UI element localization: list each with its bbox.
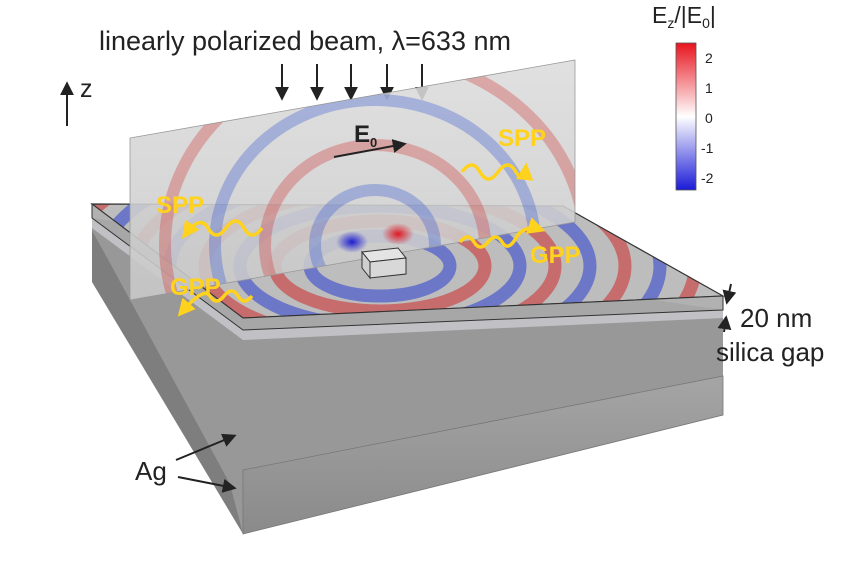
colorbar-tick-1: 1 bbox=[705, 80, 713, 96]
wave-gpp-right: GPP bbox=[458, 217, 581, 269]
colorbar-tick-neg2: -2 bbox=[701, 170, 714, 186]
nanoparticle bbox=[361, 247, 407, 280]
gpp-right-label: GPP bbox=[530, 242, 581, 269]
beam-title: linearly polarized beam, λ=633 nm bbox=[99, 26, 511, 56]
wave-spp-right: SPP bbox=[460, 125, 546, 181]
colorbar-gradient bbox=[675, 42, 697, 191]
colorbar-tick-2: 2 bbox=[705, 50, 713, 66]
gap-label: silica gap bbox=[716, 337, 824, 367]
polarization-arrow bbox=[333, 139, 407, 158]
material-pointer-arrows bbox=[175, 433, 237, 493]
colorbar-label: Ez/|E0| bbox=[652, 2, 716, 31]
polarization-label: E0 bbox=[354, 121, 377, 150]
colorbar-tick-neg1: -1 bbox=[701, 140, 714, 156]
colorbar-tick-0: 0 bbox=[705, 110, 713, 126]
spp-left-label: SPP bbox=[156, 192, 204, 219]
incident-beam-arrows bbox=[275, 64, 429, 101]
wave-gpp-left: GPP bbox=[170, 274, 254, 317]
thickness-label: 20 nm bbox=[740, 303, 812, 333]
spp-right-label: SPP bbox=[498, 125, 546, 152]
wave-spp-left: SPP bbox=[156, 192, 264, 239]
material-label: Ag bbox=[135, 456, 167, 486]
colorbar: Ez/|E0| 2 1 0 -1 -2 bbox=[652, 2, 716, 191]
z-axis-label: z bbox=[80, 75, 93, 103]
thickness-annotation bbox=[717, 283, 737, 333]
